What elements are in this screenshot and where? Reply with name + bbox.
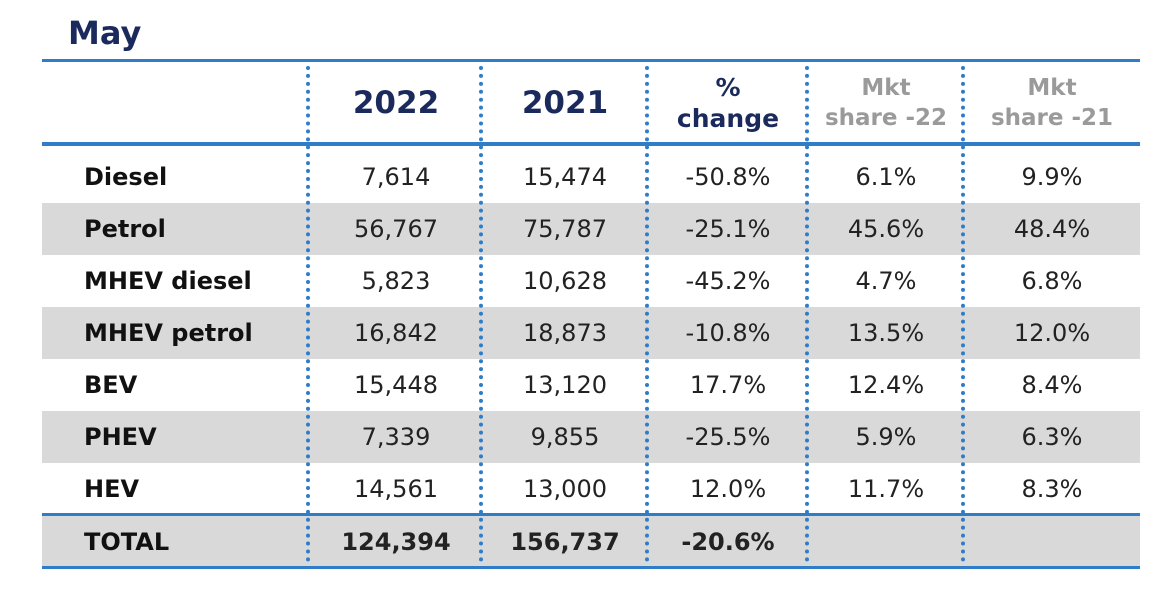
table-row: BEV 15,448 13,120 17.7% 12.4% 8.4%: [42, 359, 1140, 411]
total-label: TOTAL: [84, 528, 170, 556]
cell-share21: 9.9%: [1021, 163, 1083, 191]
header-2022-label: 2022: [352, 85, 440, 121]
table-row: PHEV 7,339 9,855 -25.5% 5.9% 6.3%: [42, 411, 1140, 463]
header-rule: [42, 142, 1140, 146]
table-title: May: [68, 14, 142, 52]
cell-y2021: 156,737: [510, 528, 620, 556]
cell-y2022: 5,823: [361, 267, 431, 295]
cell-change: -45.2%: [685, 267, 771, 295]
table-row: HEV 14,561 13,000 12.0% 11.7% 8.3%: [42, 463, 1140, 515]
header-pct-line1: %: [715, 73, 741, 102]
row-label: MHEV petrol: [84, 319, 253, 347]
cell-y2021: 9,855: [530, 423, 600, 451]
header-2021-label: 2021: [521, 85, 609, 121]
header-mkt21-line2: share -21: [990, 105, 1114, 131]
header-mkt21-line1: Mkt: [1027, 75, 1077, 101]
cell-share22: 11.7%: [847, 475, 925, 503]
cell-share21: 6.3%: [1021, 423, 1083, 451]
cell-y2022: 7,339: [361, 423, 431, 451]
cell-share21: 6.8%: [1021, 267, 1083, 295]
header-mkt-share-21: Mkt share -21: [964, 62, 1140, 144]
cell-share22: 12.4%: [847, 371, 925, 399]
cell-change: -25.5%: [685, 423, 771, 451]
cell-share22: 4.7%: [855, 267, 917, 295]
header-pct-line2: change: [676, 104, 780, 133]
cell-share22: 13.5%: [847, 319, 925, 347]
cell-share22: 5.9%: [855, 423, 917, 451]
header-2022: 2022: [310, 62, 482, 144]
header-2021: 2021: [482, 62, 648, 144]
cell-y2021: 10,628: [523, 267, 607, 295]
header-mkt22-line1: Mkt: [861, 75, 911, 101]
cell-y2021: 75,787: [523, 215, 607, 243]
cell-y2022: 56,767: [354, 215, 438, 243]
table-row: MHEV petrol 16,842 18,873 -10.8% 13.5% 12.0%: [42, 307, 1140, 359]
column-separator: [961, 66, 965, 562]
table-row: MHEV diesel 5,823 10,628 -45.2% 4.7% 6.8%: [42, 255, 1140, 307]
table-row: Petrol 56,767 75,787 -25.1% 45.6% 48.4%: [42, 203, 1140, 255]
cell-y2021: 18,873: [523, 319, 607, 347]
cell-share22: 6.1%: [855, 163, 917, 191]
header-mkt22-line2: share -22: [824, 105, 948, 131]
row-label: HEV: [84, 475, 140, 503]
cell-y2021: 13,120: [523, 371, 607, 399]
cell-y2021: 15,474: [523, 163, 607, 191]
cell-y2022: 16,842: [354, 319, 438, 347]
cell-share21: 8.4%: [1021, 371, 1083, 399]
cell-change: -10.8%: [685, 319, 771, 347]
table-row: Diesel 7,614 15,474 -50.8% 6.1% 9.9%: [42, 151, 1140, 203]
top-rule: [42, 59, 1140, 62]
row-label: Diesel: [84, 163, 168, 191]
bottom-rule: [42, 566, 1140, 569]
cell-y2021: 13,000: [523, 475, 607, 503]
column-separator: [306, 66, 310, 562]
row-label: MHEV diesel: [84, 267, 252, 295]
column-separator: [805, 66, 809, 562]
column-separator: [479, 66, 483, 562]
cell-change: 17.7%: [689, 371, 767, 399]
cell-y2022: 14,561: [354, 475, 438, 503]
header-mkt-share-22: Mkt share -22: [808, 62, 964, 144]
cell-share21: [964, 516, 1140, 568]
cell-share22: 45.6%: [847, 215, 925, 243]
cell-share22: [808, 516, 964, 568]
cell-share21: 8.3%: [1021, 475, 1083, 503]
cell-share21: 12.0%: [1013, 319, 1091, 347]
row-label: PHEV: [84, 423, 157, 451]
total-top-rule: [42, 513, 1140, 516]
cell-y2022: 15,448: [354, 371, 438, 399]
header-pct-change: % change: [648, 62, 808, 144]
total-row: TOTAL 124,394 156,737 -20.6%: [42, 516, 1140, 568]
cell-change: -50.8%: [685, 163, 771, 191]
column-separator: [645, 66, 649, 562]
cell-share21: 48.4%: [1013, 215, 1091, 243]
row-label: BEV: [84, 371, 138, 399]
cell-change: 12.0%: [689, 475, 767, 503]
cell-change: -20.6%: [681, 528, 775, 556]
row-label: Petrol: [84, 215, 166, 243]
cell-y2022: 124,394: [341, 528, 451, 556]
cell-change: -25.1%: [685, 215, 771, 243]
cell-y2022: 7,614: [361, 163, 431, 191]
